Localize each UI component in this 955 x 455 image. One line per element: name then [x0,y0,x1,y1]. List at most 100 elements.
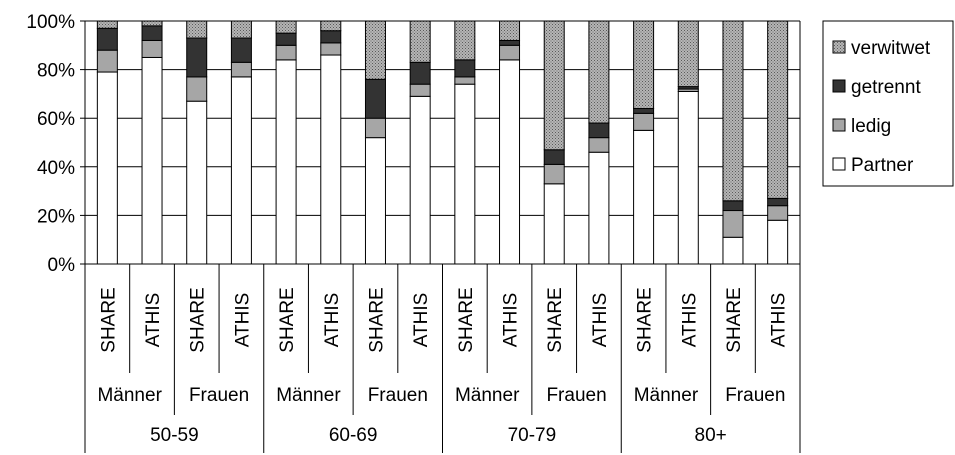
bar-segment-verwitwet [275,20,297,34]
bar-segment-getrennt [141,25,163,41]
bar-segment-verwitwet [364,20,386,80]
bar-segment-ledig [454,76,476,85]
x-tick-label: ATHIS [411,293,432,348]
legend-swatch-getrennt [832,79,846,93]
gender-group-label: Männer [276,385,341,406]
bar-segment-getrennt [320,30,342,44]
bars [96,20,789,265]
bar-segment-partner [767,219,789,265]
legend: verwitwet getrennt ledig Partner [822,20,954,187]
bar-segment-partner [499,59,521,265]
bar-segment-partner [543,183,565,265]
bar-segment-ledig [409,83,431,97]
bar-segment-verwitwet [588,20,610,124]
bar-segment-getrennt [409,61,431,85]
bar-segment-verwitwet [96,20,118,29]
x-tick-label: ATHIS [232,293,253,348]
bar-segment-verwitwet [499,20,521,41]
bar-segment-verwitwet [230,20,252,39]
bar-segment-ledig [543,163,565,185]
y-tick-label: 20% [37,206,75,227]
bar-segment-ledig [320,42,342,56]
x-tick-label: SHARE [635,287,656,352]
bar-segment-ledig [230,61,252,78]
age-group-label: 50-59 [150,425,199,446]
age-group-label: 70-79 [508,425,557,446]
x-tick-label: SHARE [98,287,119,352]
bar-segment-ledig [186,76,208,102]
bar-segment-ledig [364,117,386,139]
bar-segment-getrennt [767,197,789,207]
gender-group-label: Frauen [368,385,428,406]
bar-segment-verwitwet [320,20,342,32]
bar-segment-ledig [499,44,521,61]
bar-segment-partner [186,100,208,265]
x-tick-label: SHARE [545,287,566,352]
bar-segment-getrennt [633,107,655,114]
y-tick-label: 80% [37,61,75,82]
x-tick-label: ATHIS [501,293,522,348]
bar-segment-getrennt [230,37,252,63]
bar-segment-getrennt [454,59,476,78]
bar-segment-ledig [767,205,789,221]
gender-group-label: Männer [455,385,520,406]
bar-segment-partner [677,90,699,265]
bar-segment-partner [320,54,342,265]
bar-segment-getrennt [722,200,744,212]
x-tick-label: SHARE [188,287,209,352]
bar-segment-getrennt [588,122,610,139]
legend-swatch-partner [832,157,846,171]
bar-segment-partner [141,56,163,265]
bar-segment-verwitwet [409,20,431,63]
age-group-label: 60-69 [329,425,378,446]
x-tick-label: ATHIS [590,293,611,348]
gender-group-label: Männer [634,385,699,406]
bar-segment-getrennt [275,32,297,46]
legend-label: getrennt [851,77,921,98]
legend-label: Partner [851,155,914,176]
bar-segment-verwitwet [722,20,744,202]
bar-segment-partner [633,129,655,265]
x-tick-label: ATHIS [143,293,164,348]
bar-segment-getrennt [364,78,386,119]
age-group-label: 80+ [695,425,727,446]
bar-segment-verwitwet [454,20,476,61]
bar-segment-ledig [141,39,163,58]
bar-segment-verwitwet [633,20,655,109]
y-tick-label: 100% [26,12,75,33]
bar-segment-getrennt [96,27,118,51]
bar-segment-partner [588,151,610,265]
legend-label: ledig [851,116,891,137]
bar-segment-partner [96,71,118,265]
y-tick-label: 40% [37,158,75,179]
gender-group-label: Männer [97,385,162,406]
bar-segment-verwitwet [186,20,208,39]
bar-segment-verwitwet [543,20,565,151]
x-category-table: SHARE ATHIS SHARE ATHIS SHARE ATHIS SHARE ATHIS… [84,264,801,453]
gender-group-label: Frauen [189,385,249,406]
gender-group-label: Frauen [725,385,785,406]
legend-swatch-verwitwet [832,40,846,54]
bar-segment-getrennt [543,149,565,165]
x-tick-label: SHARE [366,287,387,352]
bar-segment-partner [230,76,252,265]
bar-segment-partner [454,83,476,265]
bar-segment-verwitwet [767,20,789,199]
bar-segment-partner [409,95,431,265]
x-tick-label: SHARE [277,287,298,352]
bar-segment-ledig [275,44,297,61]
bar-segment-partner [722,236,744,265]
bar-segment-partner [275,59,297,265]
bar-segment-verwitwet [677,20,699,88]
x-tick-label: ATHIS [322,293,343,348]
legend-label: verwitwet [851,38,931,59]
bar-segment-ledig [96,49,118,73]
bar-segment-partner [364,137,386,265]
bar-segment-getrennt [186,37,208,78]
gender-group-label: Frauen [546,385,606,406]
x-tick-label: ATHIS [679,293,700,348]
bar-segment-ledig [633,112,655,131]
x-tick-label: SHARE [724,287,745,352]
bar-segment-ledig [588,137,610,153]
